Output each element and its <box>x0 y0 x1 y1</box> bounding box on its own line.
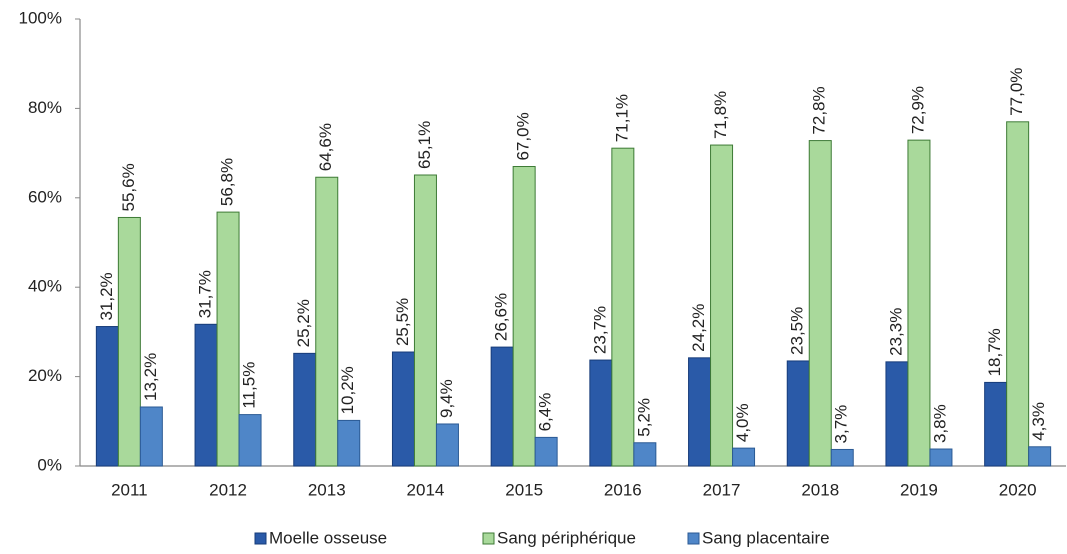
bar <box>984 381 1008 467</box>
bar <box>117 216 141 467</box>
bar <box>732 447 756 467</box>
x-tick-label: 2012 <box>209 480 247 499</box>
bar <box>1006 121 1030 467</box>
bar <box>808 140 832 467</box>
value-label: 72,8% <box>810 86 829 134</box>
value-label: 24,2% <box>689 304 708 352</box>
value-label: 18,7% <box>985 328 1004 376</box>
y-tick-label: 60% <box>28 187 62 206</box>
value-label: 31,2% <box>97 272 116 320</box>
value-label: 77,0% <box>1007 68 1026 116</box>
bar <box>885 361 909 467</box>
value-label: 71,1% <box>612 94 631 142</box>
value-label: 5,2% <box>634 398 653 437</box>
y-tick-label: 20% <box>28 366 62 385</box>
y-tick-label: 80% <box>28 98 62 117</box>
legend-swatch <box>687 532 700 545</box>
bar <box>786 360 810 467</box>
x-tick-label: 2017 <box>703 480 741 499</box>
bar <box>929 448 953 467</box>
value-label: 13,2% <box>141 353 160 401</box>
value-label: 64,6% <box>316 123 335 171</box>
bar <box>194 323 218 467</box>
bar <box>1028 446 1052 467</box>
y-tick-label: 40% <box>28 277 62 296</box>
value-label: 55,6% <box>119 163 138 211</box>
value-label: 25,5% <box>393 298 412 346</box>
x-tick-label: 2011 <box>111 480 148 499</box>
bar <box>337 419 361 467</box>
value-label: 23,7% <box>590 306 609 354</box>
value-label: 11,5% <box>240 362 259 409</box>
bar <box>293 352 317 467</box>
bar <box>95 326 119 467</box>
bar <box>633 442 657 467</box>
value-label: 4,0% <box>733 403 752 442</box>
legend-label: Sang placentaire <box>702 528 830 547</box>
bar <box>907 139 931 467</box>
legend-label: Moelle osseuse <box>269 528 387 547</box>
legend-swatch <box>482 532 495 545</box>
value-label: 31,7% <box>196 270 215 318</box>
bar <box>238 414 262 467</box>
y-tick-label: 0% <box>37 455 62 474</box>
bar <box>490 346 514 467</box>
x-tick-label: 2015 <box>505 480 543 499</box>
x-tick-label: 2018 <box>801 480 839 499</box>
value-label: 26,6% <box>492 293 511 341</box>
x-tick-label: 2013 <box>308 480 346 499</box>
bar <box>830 448 854 467</box>
legend-swatch <box>254 532 267 545</box>
value-label: 72,9% <box>908 86 927 134</box>
bar <box>688 357 712 467</box>
legend-label: Sang périphérique <box>497 528 636 547</box>
bar <box>512 166 536 467</box>
value-label: 6,4% <box>536 393 555 432</box>
bar <box>710 144 734 467</box>
bar <box>391 351 415 467</box>
bar <box>139 406 163 467</box>
x-tick-label: 2016 <box>604 480 642 499</box>
value-label: 67,0% <box>514 112 533 160</box>
value-label: 9,4% <box>437 379 456 418</box>
value-label: 71,8% <box>711 91 730 139</box>
bar <box>413 174 437 467</box>
bar <box>589 359 613 467</box>
bar <box>611 147 635 467</box>
x-tick-label: 2014 <box>407 480 445 499</box>
value-label: 10,2% <box>338 366 357 414</box>
value-label: 25,2% <box>294 299 313 347</box>
value-label: 23,3% <box>886 308 905 356</box>
value-label: 4,3% <box>1029 402 1048 441</box>
value-label: 23,5% <box>788 307 807 355</box>
x-tick-label: 2019 <box>900 480 938 499</box>
x-tick-label: 2020 <box>999 480 1037 499</box>
value-label: 3,7% <box>832 405 851 444</box>
value-label: 65,1% <box>415 121 434 169</box>
bar <box>315 176 339 467</box>
bar <box>435 423 459 467</box>
bar <box>216 211 240 467</box>
bar <box>534 436 558 467</box>
value-label: 56,8% <box>218 158 237 206</box>
value-label: 3,8% <box>930 404 949 443</box>
y-tick-label: 100% <box>19 8 62 27</box>
